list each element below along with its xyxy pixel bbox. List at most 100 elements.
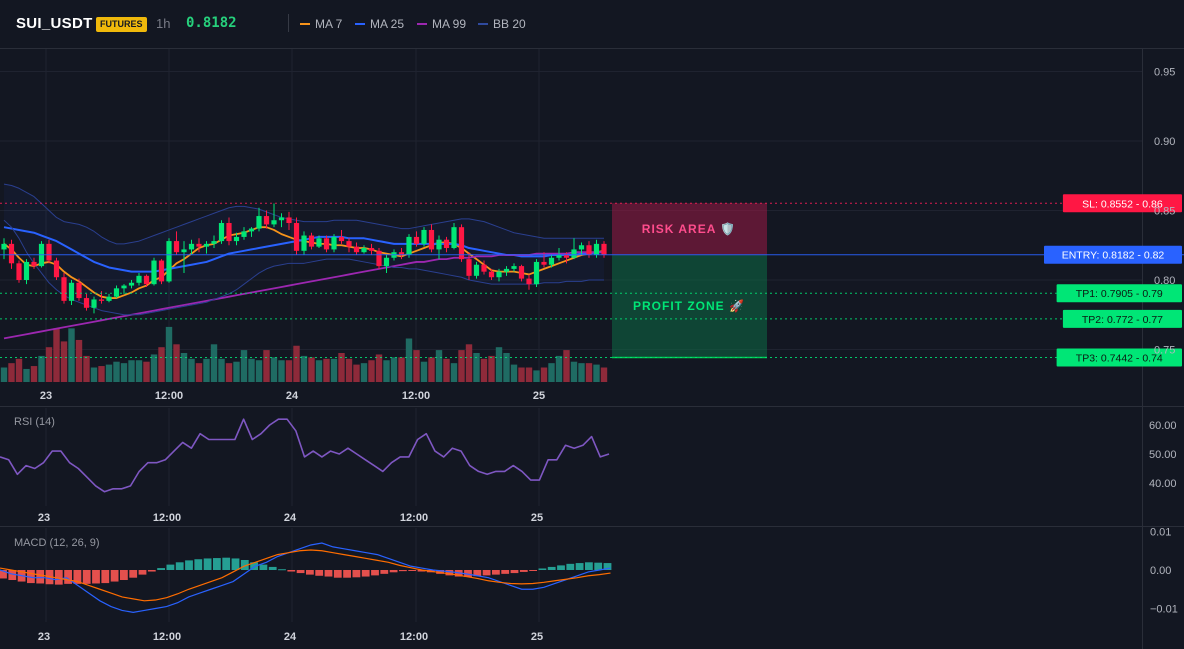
candle-body: [361, 248, 367, 253]
volume-bar: [390, 357, 398, 382]
candle: [301, 231, 307, 255]
candle: [143, 274, 150, 287]
candle-body: [16, 263, 22, 280]
candle: [106, 293, 112, 303]
candle-body: [421, 229, 427, 244]
header-divider: [288, 14, 289, 32]
bb-lower-line: [3, 219, 604, 316]
entry-level: ENTRY: 0.8182 - 0.82: [0, 245, 1184, 264]
volume-bar: [270, 357, 278, 382]
volume-bar: [585, 363, 593, 382]
candle-body: [31, 261, 37, 267]
volume-bar: [570, 361, 578, 382]
candle-body: [226, 223, 232, 242]
candle-body: [196, 243, 202, 247]
candle-body: [556, 254, 562, 258]
legend-ma7[interactable]: MA 7: [300, 17, 342, 31]
symbol-name[interactable]: SUI_USDT: [16, 15, 93, 32]
volume-bar: [525, 367, 533, 382]
candle: [286, 211, 292, 230]
volume-bar: [218, 358, 225, 382]
candle-body: [173, 241, 180, 253]
candle-body: [181, 249, 187, 253]
candle-body: [151, 260, 157, 285]
candle-body: [166, 241, 172, 282]
profit-zone: PROFIT ZONE 🚀: [612, 254, 767, 359]
volume-bar: [248, 358, 255, 382]
candle-body: [593, 243, 600, 255]
candle-body: [211, 241, 217, 244]
level-label: ENTRY: 0.8182 - 0.82: [1062, 250, 1165, 262]
legend-bb20[interactable]: BB 20: [478, 17, 526, 31]
candle-body: [436, 239, 442, 250]
candle: [83, 293, 90, 311]
candle: [406, 234, 412, 258]
candle: [293, 217, 300, 255]
volume-bar: [8, 363, 15, 382]
candle: [91, 296, 97, 314]
level-label-bg: [1062, 194, 1182, 213]
candle-body: [293, 223, 300, 251]
macd-hist-bar: [240, 559, 249, 570]
macd-hist-bar: [557, 565, 565, 570]
candle: [166, 238, 172, 283]
volume-bar: [578, 363, 585, 382]
macd-hist-bar: [175, 562, 184, 570]
candle-body: [241, 231, 247, 237]
macd-hist-bar: [529, 570, 537, 571]
macd-hist-bar: [82, 570, 91, 584]
volume-bar: [0, 367, 8, 382]
macd-hist-bar: [213, 558, 221, 570]
candle-body: [1, 243, 7, 250]
volume-bar: [600, 367, 608, 382]
macd-hist-bar: [575, 563, 584, 570]
macd-hist-bar: [389, 570, 398, 573]
macd-hist-bar: [27, 570, 35, 584]
volume-bar: [60, 341, 68, 382]
macd-hist-bar: [296, 570, 305, 574]
candle: [218, 220, 225, 244]
candle: [128, 280, 135, 289]
tp-level: TP3: 0.7442 - 0.74: [0, 348, 1184, 367]
macd-hist-bar: [278, 569, 286, 571]
timeframe-label[interactable]: 1h: [156, 16, 171, 31]
candle-body: [308, 235, 315, 247]
level-label-bg: [1044, 245, 1182, 264]
volume-bar: [383, 360, 390, 382]
volume-bar: [53, 328, 60, 382]
time-tick-label: 24: [284, 512, 297, 524]
candle-body: [541, 261, 547, 265]
macd-hist-bar: [343, 570, 351, 578]
candle-body: [286, 217, 292, 224]
macd-hist-bar: [603, 563, 612, 570]
candle-body: [338, 236, 345, 242]
macd-histogram: [0, 557, 612, 585]
candle-body: [331, 236, 337, 250]
price-tick-label: 0.85: [1154, 206, 1175, 218]
macd-hist-bar: [287, 570, 296, 572]
profit-zone-label: PROFIT ZONE 🚀: [633, 299, 745, 313]
macd-hist-bar: [417, 570, 426, 572]
candle: [443, 236, 450, 253]
volume-bar: [45, 347, 53, 382]
volume-bars: [0, 326, 608, 382]
candle: [383, 254, 390, 274]
macd-hist-bar: [315, 570, 324, 576]
legend-ma99[interactable]: MA 99: [417, 17, 466, 31]
candle-body: [316, 238, 322, 247]
candle: [421, 227, 427, 247]
macd-hist-bar: [436, 570, 444, 574]
tp-level: TP1: 0.7905 - 0.79: [0, 284, 1184, 303]
last-price: 0.8182: [186, 15, 237, 31]
candle: [121, 284, 127, 294]
legend-ma25[interactable]: MA 25: [355, 17, 404, 31]
candle: [503, 266, 510, 276]
risk-zone: RISK AREA 🛡️: [612, 203, 767, 255]
volume-bar: [188, 358, 195, 382]
candle-body: [143, 275, 150, 285]
candle-body: [233, 236, 240, 242]
candle: [571, 238, 577, 260]
candle: [481, 260, 487, 275]
candle-body: [443, 239, 450, 249]
